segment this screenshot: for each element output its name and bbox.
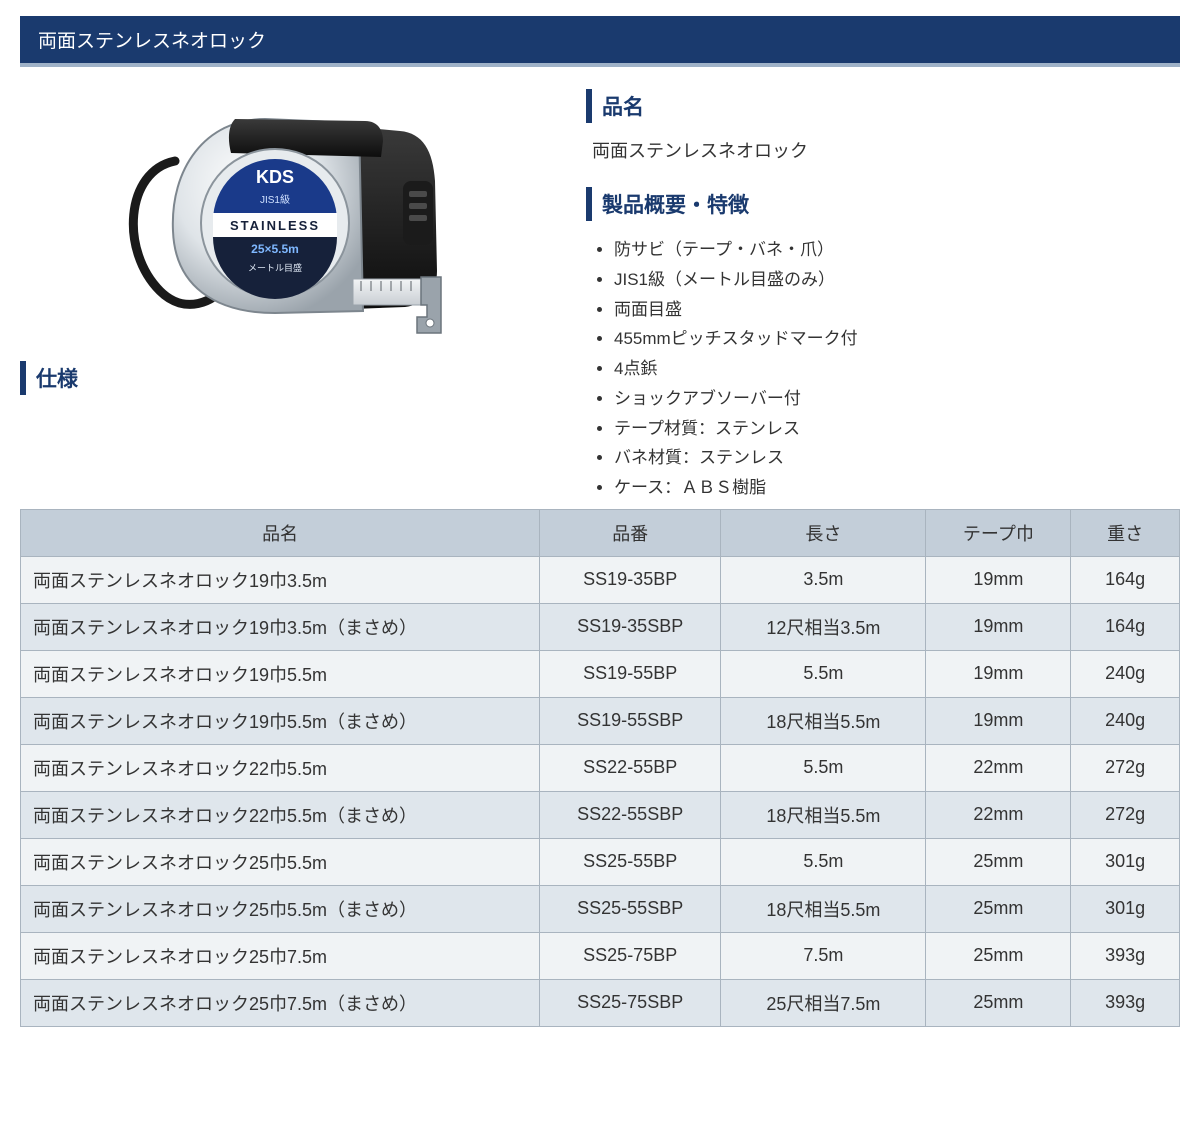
table-cell: SS22-55SBP xyxy=(540,791,721,838)
feature-item: テープ材質：ステンレス xyxy=(614,414,1180,444)
table-cell: SS19-55BP xyxy=(540,650,721,697)
overview-heading: 製品概要・特徴 xyxy=(586,187,1180,221)
table-cell: 164g xyxy=(1071,556,1180,603)
table-row: 両面ステンレスネオロック25巾7.5mSS25-75BP7.5m25mm393g xyxy=(21,932,1180,979)
scale-label: メートル目盛 xyxy=(248,262,302,273)
spec-table: 品名品番長さテープ巾重さ 両面ステンレスネオロック19巾3.5mSS19-35B… xyxy=(20,509,1180,1027)
table-cell: 393g xyxy=(1071,932,1180,979)
table-cell: 240g xyxy=(1071,697,1180,744)
table-cell: 両面ステンレスネオロック19巾3.5m（まさめ） xyxy=(21,603,540,650)
feature-item: バネ材質：ステンレス xyxy=(614,443,1180,473)
table-cell: SS19-35BP xyxy=(540,556,721,603)
table-cell: 両面ステンレスネオロック19巾5.5m xyxy=(21,650,540,697)
table-cell: 272g xyxy=(1071,791,1180,838)
table-cell: 両面ステンレスネオロック25巾5.5m（まさめ） xyxy=(21,885,540,932)
table-row: 両面ステンレスネオロック19巾5.5mSS19-55BP5.5m19mm240g xyxy=(21,650,1180,697)
table-cell: 25mm xyxy=(926,932,1071,979)
table-header-cell: 長さ xyxy=(721,509,926,556)
table-cell: 22mm xyxy=(926,791,1071,838)
feature-item: ショックアブソーバー付 xyxy=(614,384,1180,414)
table-cell: 両面ステンレスネオロック25巾7.5m xyxy=(21,932,540,979)
table-row: 両面ステンレスネオロック19巾5.5m（まさめ）SS19-55SBP18尺相当5… xyxy=(21,697,1180,744)
table-cell: 22mm xyxy=(926,744,1071,791)
table-cell: 両面ステンレスネオロック19巾5.5m（まさめ） xyxy=(21,697,540,744)
table-cell: 18尺相当5.5m xyxy=(721,791,926,838)
table-cell: 25尺相当7.5m xyxy=(721,979,926,1026)
table-cell: 164g xyxy=(1071,603,1180,650)
table-row: 両面ステンレスネオロック22巾5.5mSS22-55BP5.5m22mm272g xyxy=(21,744,1180,791)
table-cell: SS25-75BP xyxy=(540,932,721,979)
table-cell: 3.5m xyxy=(721,556,926,603)
table-cell: 25mm xyxy=(926,885,1071,932)
table-cell: 12尺相当3.5m xyxy=(721,603,926,650)
table-cell: 19mm xyxy=(926,697,1071,744)
table-cell: 19mm xyxy=(926,603,1071,650)
table-cell: 5.5m xyxy=(721,650,926,697)
product-name: 両面ステンレスネオロック xyxy=(592,137,1180,163)
name-heading: 品名 xyxy=(586,89,1180,123)
table-cell: 5.5m xyxy=(721,838,926,885)
table-row: 両面ステンレスネオロック25巾5.5mSS25-55BP5.5m25mm301g xyxy=(21,838,1180,885)
table-header-row: 品名品番長さテープ巾重さ xyxy=(21,509,1180,556)
table-header-cell: 品名 xyxy=(21,509,540,556)
table-cell: SS25-75SBP xyxy=(540,979,721,1026)
table-cell: SS25-55SBP xyxy=(540,885,721,932)
table-cell: 272g xyxy=(1071,744,1180,791)
table-row: 両面ステンレスネオロック25巾7.5m（まさめ）SS25-75SBP25尺相当7… xyxy=(21,979,1180,1026)
table-cell: 18尺相当5.5m xyxy=(721,697,926,744)
table-cell: 両面ステンレスネオロック25巾7.5m（まさめ） xyxy=(21,979,540,1026)
table-cell: 両面ステンレスネオロック22巾5.5m（まさめ） xyxy=(21,791,540,838)
product-image: KDS JIS1級 STAINLESS 25×5.5m メートル目盛 xyxy=(20,85,560,371)
feature-item: ケース：ＡＢＳ樹脂 xyxy=(614,473,1180,503)
table-row: 両面ステンレスネオロック25巾5.5m（まさめ）SS25-55SBP18尺相当5… xyxy=(21,885,1180,932)
feature-item: JIS1級（メートル目盛のみ） xyxy=(614,265,1180,295)
feature-item: 455mmピッチスタッドマーク付 xyxy=(614,324,1180,354)
table-cell: SS25-55BP xyxy=(540,838,721,885)
table-cell: 両面ステンレスネオロック25巾5.5m xyxy=(21,838,540,885)
feature-item: 防サビ（テープ・バネ・爪） xyxy=(614,235,1180,265)
table-header-cell: 重さ xyxy=(1071,509,1180,556)
table-cell: 19mm xyxy=(926,556,1071,603)
table-cell: SS19-55SBP xyxy=(540,697,721,744)
table-header-cell: 品番 xyxy=(540,509,721,556)
features-list: 防サビ（テープ・バネ・爪）JIS1級（メートル目盛のみ）両面目盛455mmピッチ… xyxy=(600,235,1180,503)
stainless-label: STAINLESS xyxy=(230,218,320,233)
table-cell: 7.5m xyxy=(721,932,926,979)
table-cell: 240g xyxy=(1071,650,1180,697)
table-cell: 5.5m xyxy=(721,744,926,791)
table-cell: 18尺相当5.5m xyxy=(721,885,926,932)
table-cell: SS19-35SBP xyxy=(540,603,721,650)
feature-item: 両面目盛 xyxy=(614,295,1180,325)
page-title: 両面ステンレスネオロック xyxy=(38,31,266,52)
table-cell: 301g xyxy=(1071,885,1180,932)
brand-text: KDS xyxy=(256,167,294,187)
jis-badge: JIS1級 xyxy=(260,193,290,206)
size-label: 25×5.5m xyxy=(251,242,299,256)
table-cell: 25mm xyxy=(926,838,1071,885)
table-row: 両面ステンレスネオロック19巾3.5mSS19-35BP3.5m19mm164g xyxy=(21,556,1180,603)
table-cell: 両面ステンレスネオロック22巾5.5m xyxy=(21,744,540,791)
table-cell: 393g xyxy=(1071,979,1180,1026)
table-row: 両面ステンレスネオロック19巾3.5m（まさめ）SS19-35SBP12尺相当3… xyxy=(21,603,1180,650)
table-cell: 301g xyxy=(1071,838,1180,885)
feature-item: 4点鋲 xyxy=(614,354,1180,384)
table-cell: 25mm xyxy=(926,979,1071,1026)
table-header-cell: テープ巾 xyxy=(926,509,1071,556)
table-cell: 両面ステンレスネオロック19巾3.5m xyxy=(21,556,540,603)
table-row: 両面ステンレスネオロック22巾5.5m（まさめ）SS22-55SBP18尺相当5… xyxy=(21,791,1180,838)
table-cell: SS22-55BP xyxy=(540,744,721,791)
table-cell: 19mm xyxy=(926,650,1071,697)
page-title-bar: 両面ステンレスネオロック xyxy=(20,16,1180,67)
